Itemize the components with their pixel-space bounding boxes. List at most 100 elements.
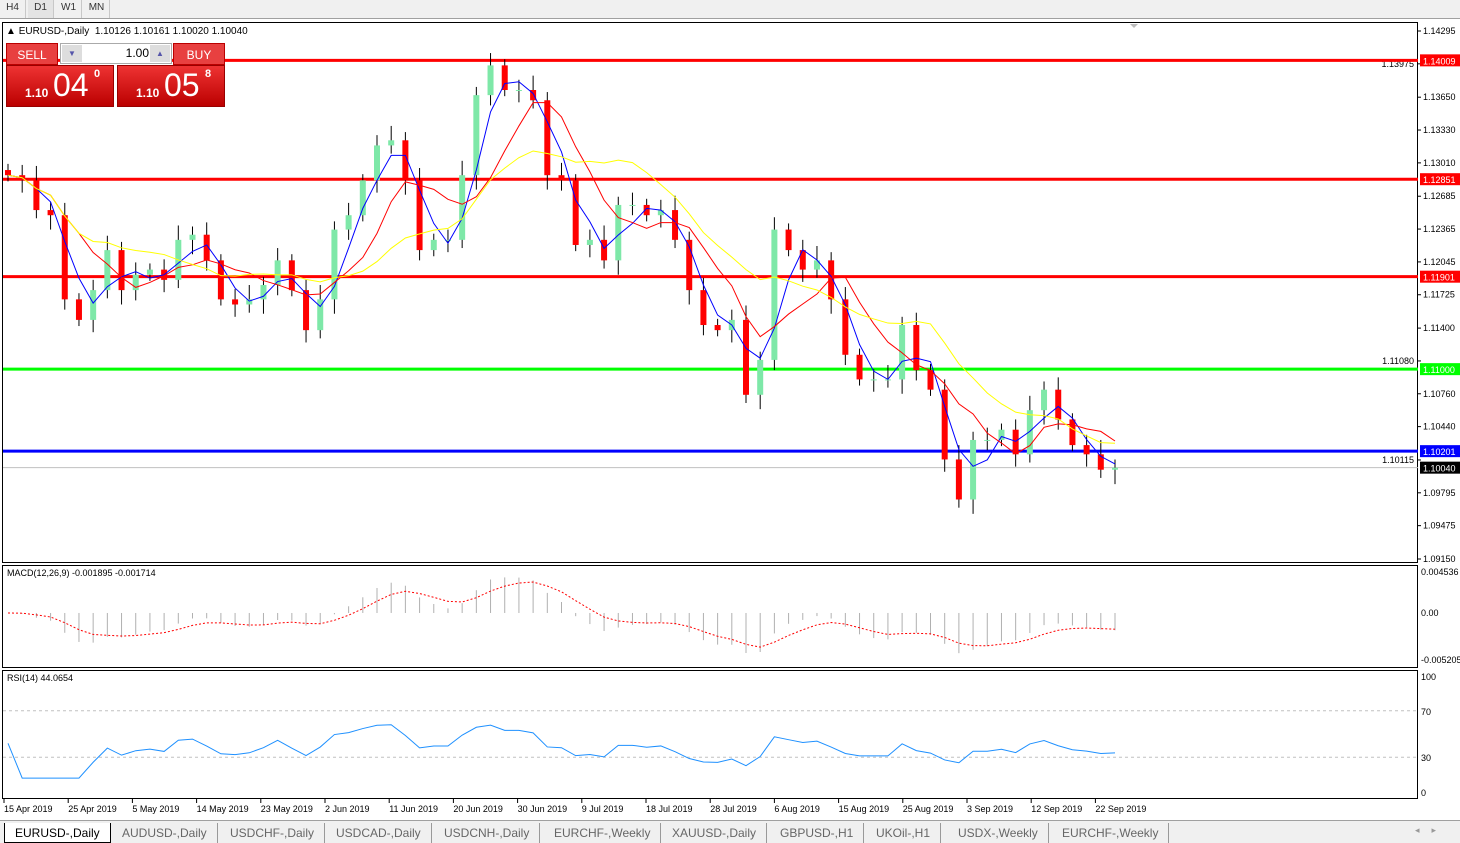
date-label: 18 Jul 2019 [646, 804, 693, 814]
candle-body [657, 210, 664, 216]
candle-body [189, 234, 196, 240]
candle-body [217, 260, 224, 300]
lot-size-stepper[interactable]: ▼ 1.00 ▲ [60, 43, 172, 64]
buy-button[interactable]: BUY [173, 43, 225, 65]
timeframe-w1[interactable]: W1 [56, 0, 82, 18]
one-click-trading-panel: SELL ▼ 1.00 ▲ BUY 1.10 04 0 1.10 05 8 [6, 43, 225, 107]
candle-body [785, 229, 792, 251]
collapse-triangle-icon[interactable]: ▲ [6, 26, 16, 37]
rsi-tick-label: 0 [1421, 788, 1426, 798]
chart-tab[interactable]: USDCNH-,Daily [434, 823, 541, 843]
candle-body [1055, 389, 1062, 420]
chart-header: ▲ EURUSD-,Daily 1.10126 1.10161 1.10020 … [6, 26, 248, 37]
price-tick-label: 1.11725 [1423, 290, 1455, 300]
chart-tab[interactable]: EURCHF-,Weekly [544, 823, 662, 843]
date-label: 14 May 2019 [197, 804, 249, 814]
bid-price-tag [1420, 461, 1460, 474]
sell-price-pips: 04 [53, 67, 89, 103]
chart-canvas[interactable]: 1.14295 1.13975 1.13650 1.13330 1.13010 1.126… [0, 0, 1460, 820]
increase-lot-icon[interactable]: ▲ [150, 45, 170, 62]
lot-size-input[interactable]: 1.00 [125, 46, 149, 60]
level-price-tag [1420, 54, 1460, 67]
candle-body [714, 325, 721, 331]
candle-body [146, 269, 153, 275]
candle-body [1041, 389, 1048, 411]
date-label: 22 Sep 2019 [1095, 804, 1146, 814]
rsi-line [7, 724, 1116, 779]
price-tick-label: 1.10760 [1423, 389, 1456, 399]
chart-tab[interactable]: USDCAD-,Daily [326, 823, 432, 843]
sell-button[interactable]: SELL [6, 43, 58, 65]
rsi-tick-label: 100 [1421, 672, 1436, 682]
price-tick-label: 1.13975 [1381, 59, 1414, 69]
chart-tab[interactable]: XAUUSD-,Daily [662, 823, 768, 843]
chart-tab[interactable]: EURCHF-,Weekly [1052, 823, 1170, 843]
date-label: 11 Jun 2019 [389, 804, 438, 814]
sell-price-prefix: 1.10 [25, 86, 49, 100]
date-label: 23 May 2019 [261, 804, 313, 814]
candle-body [984, 439, 991, 441]
price-tick-label: 1.14295 [1423, 26, 1456, 36]
tab-scroll-arrows-icon[interactable]: ◂▸ [1414, 825, 1448, 835]
chart-tab[interactable]: USDCHF-,Daily [220, 823, 325, 843]
bid-price-label: 1.10040 [1423, 464, 1456, 474]
level-price-tag [1420, 173, 1460, 186]
candle-body [515, 90, 522, 92]
timeframe-h4[interactable]: H4 [0, 0, 26, 18]
decrease-lot-icon[interactable]: ▼ [62, 45, 82, 62]
price-tick-label: 1.09795 [1423, 488, 1456, 498]
candle-body [359, 180, 366, 216]
candle-body [232, 299, 239, 305]
price-tick-label: 1.13330 [1423, 125, 1456, 135]
main-chart-frame [2, 22, 1418, 563]
price-tick-label: 1.12045 [1423, 257, 1456, 267]
macd-signal-line [7, 581, 1116, 648]
candle-body [1026, 410, 1033, 455]
candle-body [629, 204, 636, 206]
date-label: 2 Jun 2019 [325, 804, 370, 814]
level-price-label: 1.11901 [1423, 273, 1455, 283]
candle-body [955, 459, 962, 500]
price-tick-label: 1.12365 [1423, 224, 1456, 234]
price-tick-label: 1.11400 [1423, 323, 1455, 333]
buy-price[interactable]: 1.10 05 8 [117, 65, 225, 107]
level-price-label: 1.10201 [1423, 447, 1456, 457]
candle-body [700, 290, 707, 326]
ohlc-values: 1.10126 1.10161 1.10020 1.10040 [94, 26, 248, 37]
price-tick-label: 1.13010 [1423, 158, 1456, 168]
level-price-tag [1420, 270, 1460, 283]
candle-body [33, 180, 40, 211]
candle-body [743, 319, 749, 395]
timeframe-mn[interactable]: MN [84, 0, 110, 18]
candle-body [813, 260, 820, 270]
candle-body [1069, 419, 1076, 446]
candle-body [331, 229, 338, 300]
buy-price-fraction: 8 [205, 68, 212, 80]
timeframe-d1[interactable]: D1 [28, 0, 54, 18]
candle-body [1083, 445, 1090, 455]
candle-body [913, 325, 920, 371]
date-label: 5 May 2019 [132, 804, 179, 814]
level-price-tag [1420, 445, 1460, 458]
rsi-tick-label: 70 [1421, 707, 1431, 717]
date-label: 25 Apr 2019 [68, 804, 117, 814]
chart-tab[interactable]: EURUSD-,Daily [4, 823, 111, 843]
candle-body [487, 65, 494, 96]
buy-price-prefix: 1.10 [136, 86, 160, 100]
date-label: 20 Jun 2019 [453, 804, 503, 814]
candle-body [132, 274, 139, 291]
level-price-label: 1.11000 [1423, 365, 1455, 375]
candle-body [530, 90, 537, 101]
macd-tick-label: -0.005205 [1421, 655, 1460, 665]
chart-tab[interactable]: AUDUSD-,Daily [112, 823, 218, 843]
chart-tab[interactable]: UKOil-,H1 [866, 823, 942, 843]
candle-body [303, 290, 310, 331]
price-tick-label: 1.10440 [1423, 422, 1456, 432]
candle-body [799, 250, 806, 270]
chart-tab[interactable]: USDX-,Weekly [948, 823, 1049, 843]
sell-price[interactable]: 1.10 04 0 [6, 65, 114, 107]
candle-body [927, 370, 934, 390]
chart-tab[interactable]: GBPUSD-,H1 [770, 823, 865, 843]
candle-body [75, 299, 82, 320]
candle-body [856, 354, 863, 380]
